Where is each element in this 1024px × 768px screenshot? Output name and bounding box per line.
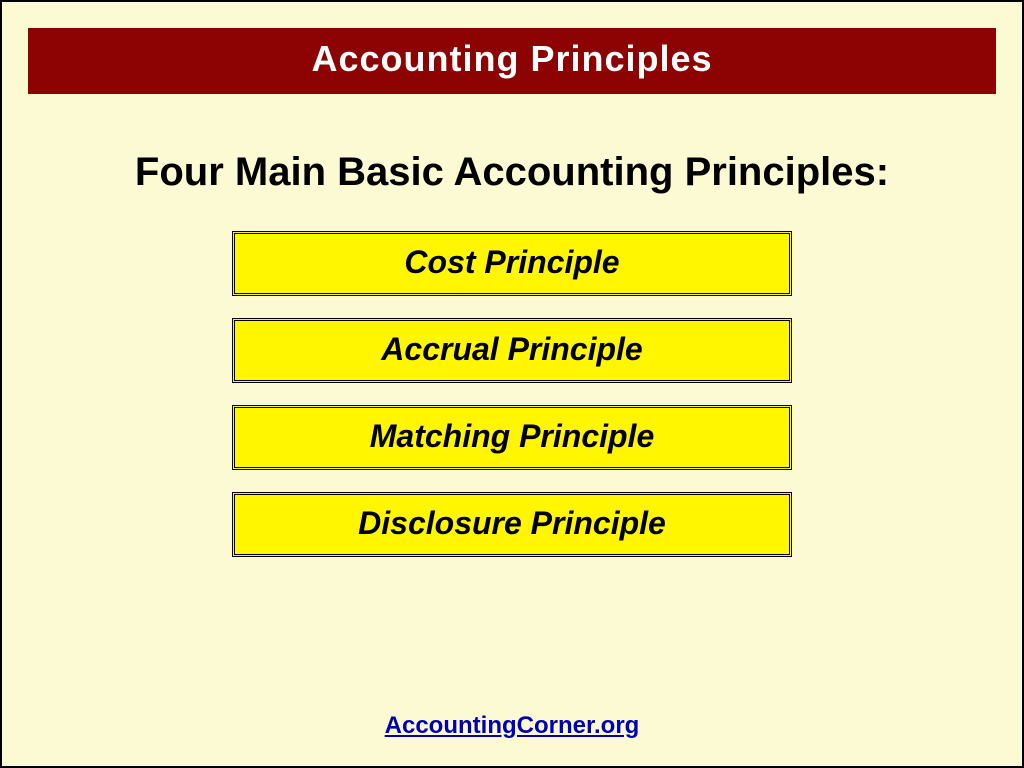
- subtitle: Four Main Basic Accounting Principles:: [2, 150, 1022, 195]
- principle-label: Disclosure Principle: [358, 505, 666, 541]
- principle-label: Accrual Principle: [381, 331, 642, 367]
- principles-list: Cost Principle Accrual Principle Matchin…: [2, 231, 1022, 557]
- principle-box-accrual: Accrual Principle: [232, 318, 792, 383]
- header-bar: Accounting Principles: [28, 28, 996, 94]
- footer-link[interactable]: AccountingCorner.org: [385, 712, 640, 739]
- principle-box-cost: Cost Principle: [232, 231, 792, 296]
- principle-label: Cost Principle: [404, 244, 619, 280]
- principle-box-matching: Matching Principle: [232, 405, 792, 470]
- header-title: Accounting Principles: [311, 38, 712, 79]
- footer: AccountingCorner.org: [2, 712, 1022, 740]
- principle-box-disclosure: Disclosure Principle: [232, 492, 792, 557]
- principle-label: Matching Principle: [370, 418, 654, 454]
